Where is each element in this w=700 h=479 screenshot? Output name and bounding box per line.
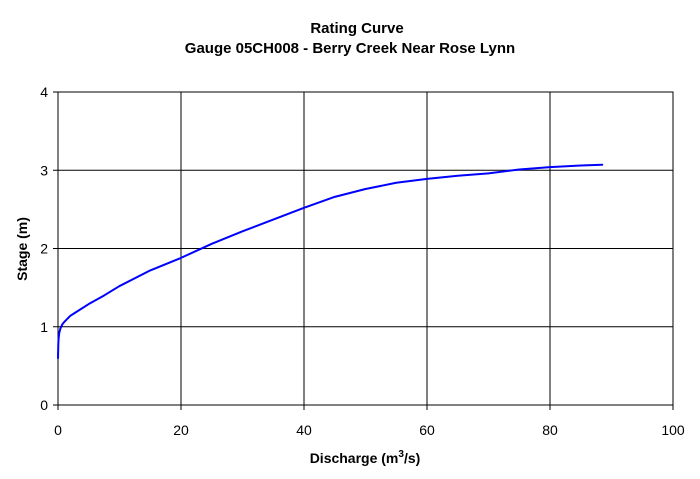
x-tick-label: 40 [296,422,312,438]
y-tick-label: 4 [40,84,48,100]
x-tick-label: 80 [542,422,558,438]
chart-title: Rating Curve [310,20,403,37]
x-tick-label: 60 [419,422,435,438]
x-tick-label: 20 [173,422,189,438]
x-axis-tick-labels: 0 20 40 60 80 100 [54,422,685,438]
x-tick-label: 100 [661,422,685,438]
y-tick-label: 1 [40,319,48,335]
x-axis-title: Discharge (m3/s) [310,449,421,466]
x-axis-title-superscript: 3 [398,449,404,460]
axis-ticks [53,91,674,410]
x-axis-title-unit: /s) [404,450,420,466]
y-tick-label: 0 [40,397,48,413]
gridlines [58,92,673,405]
x-axis-title-main: Discharge (m [310,450,399,466]
y-tick-label: 3 [40,162,48,178]
chart-subtitle: Gauge 05CH008 - Berry Creek Near Rose Ly… [185,40,515,57]
y-axis-tick-labels: 0 1 2 3 4 [40,84,48,413]
y-axis-title: Stage (m) [14,217,30,281]
x-tick-label: 0 [54,422,62,438]
y-tick-label: 2 [40,241,48,257]
rating-curve-line [57,163,604,360]
